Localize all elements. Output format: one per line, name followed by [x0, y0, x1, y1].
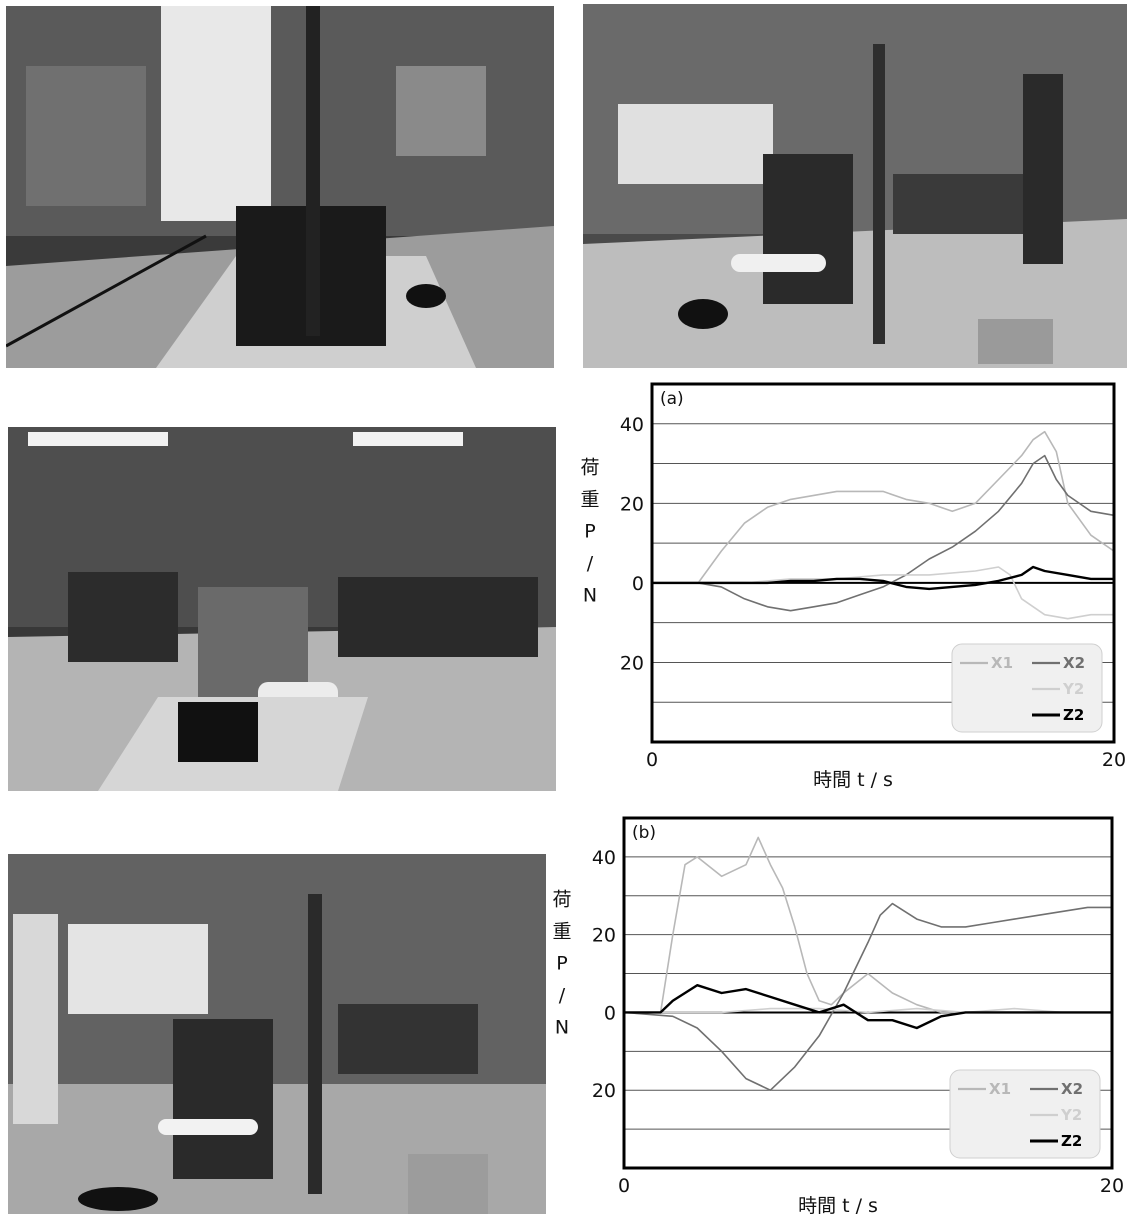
b-legend-label: Y2	[1060, 1106, 1082, 1124]
a-ylabel-char: /	[587, 553, 594, 575]
chart-b-canvas: (b) 40 20 0 20 0 20 荷重P / N 時間 t / s X1 X2 Y2 Z2	[552, 816, 1124, 1214]
chart-a-x-axis-label: 時間 t / s	[813, 769, 893, 790]
b-x-tick-label: 0	[618, 1175, 630, 1197]
b-series-x1	[624, 836, 1112, 1014]
a-series-x1	[652, 430, 1115, 584]
b-legend-label: X1	[989, 1080, 1011, 1098]
b-legend-label: Z2	[1061, 1132, 1082, 1150]
b-y-tick-label: 20	[592, 1080, 616, 1102]
a-legend-label: Y2	[1062, 680, 1084, 698]
a-y-tick-label: 0	[632, 573, 644, 595]
a-ylabel-char: 重	[580, 489, 599, 511]
b-ylabel-char: 重	[552, 921, 571, 943]
b-series-y2	[624, 1007, 1112, 1014]
b-x-tick-label: 20	[1100, 1175, 1124, 1197]
a-ylabel-char: N	[583, 585, 597, 607]
chart-b-panel-label: (b)	[632, 823, 656, 843]
a-x-tick-label: 0	[646, 749, 658, 771]
chart-b-series-group	[623, 836, 1112, 1092]
b-y-tick-label: 0	[604, 1002, 616, 1024]
chart-b-plot-frame	[622, 816, 1114, 1170]
b-y-tick-label: 20	[592, 925, 616, 947]
a-y-tick-label: 40	[620, 414, 644, 436]
a-legend-label: X2	[1063, 654, 1085, 672]
chart-a-x-ticks: 0 20	[646, 749, 1126, 771]
a-y-tick-label: 20	[620, 652, 644, 674]
chart-a-series-group	[652, 430, 1115, 620]
b-legend-label: X2	[1061, 1080, 1083, 1098]
chart-b-y-ticks: 40 20 0 20	[592, 847, 616, 1102]
a-ylabel-char: P	[584, 521, 595, 543]
chart-b-legend: X1 X2 Y2 Z2	[949, 1069, 1101, 1159]
b-series-z2	[624, 983, 1112, 1030]
a-ylabel-char: 荷	[580, 457, 599, 479]
chart-a-panel-label: (a)	[660, 389, 684, 409]
a-series-y2	[652, 566, 1114, 620]
b-ylabel-char: P	[556, 953, 567, 975]
b-y-tick-label: 40	[592, 847, 616, 869]
chart-b-x-axis-label: 時間 t / s	[798, 1195, 878, 1214]
photo-lab-scene-4	[8, 854, 546, 1214]
chart-b-x-ticks: 0 20	[618, 1175, 1124, 1197]
b-ylabel-char: N	[555, 1017, 569, 1039]
a-legend-label: X1	[991, 654, 1013, 672]
b-ylabel-char: /	[559, 985, 566, 1007]
b-legend-box	[949, 1069, 1101, 1159]
chart-a-plot-frame	[650, 382, 1116, 744]
photo-lab-scene-1	[6, 6, 554, 368]
a-legend-label: Z2	[1063, 706, 1084, 724]
photo-lab-scene-3	[8, 427, 556, 791]
a-y-tick-label: 20	[620, 493, 644, 515]
photo-lab-scene-2	[583, 4, 1127, 368]
chart-b: (b) 40 20 0 20 0 20 荷重 P / N 時間 t / s X1 X2 Y2 Z2	[548, 796, 1127, 1214]
b-ylabel-char: 荷	[552, 889, 571, 911]
b-series-x2	[623, 902, 1112, 1092]
chart-b-y-axis-label: 荷重P / N	[552, 889, 571, 1039]
chart-a-legend: X1 X2 Y2 Z2	[951, 643, 1103, 733]
a-legend-box	[951, 643, 1103, 733]
a-series-z2	[652, 565, 1114, 591]
chart-a-y-axis-label: 荷重P / N	[580, 457, 599, 607]
chart-a: (a) 40 20 0 20 0 20 荷重 P / N 時間 t / s X1 X2 Y2 Z2	[560, 370, 1127, 790]
chart-a-y-ticks: 40 20 0 20	[620, 414, 644, 675]
a-x-tick-label: 20	[1102, 749, 1126, 771]
chart-a-canvas: (a) 40 20 0 20 0 20 荷重P / N 時間 t / s X1 X2 Y2 Z2	[580, 382, 1126, 790]
a-series-x2	[652, 454, 1115, 612]
